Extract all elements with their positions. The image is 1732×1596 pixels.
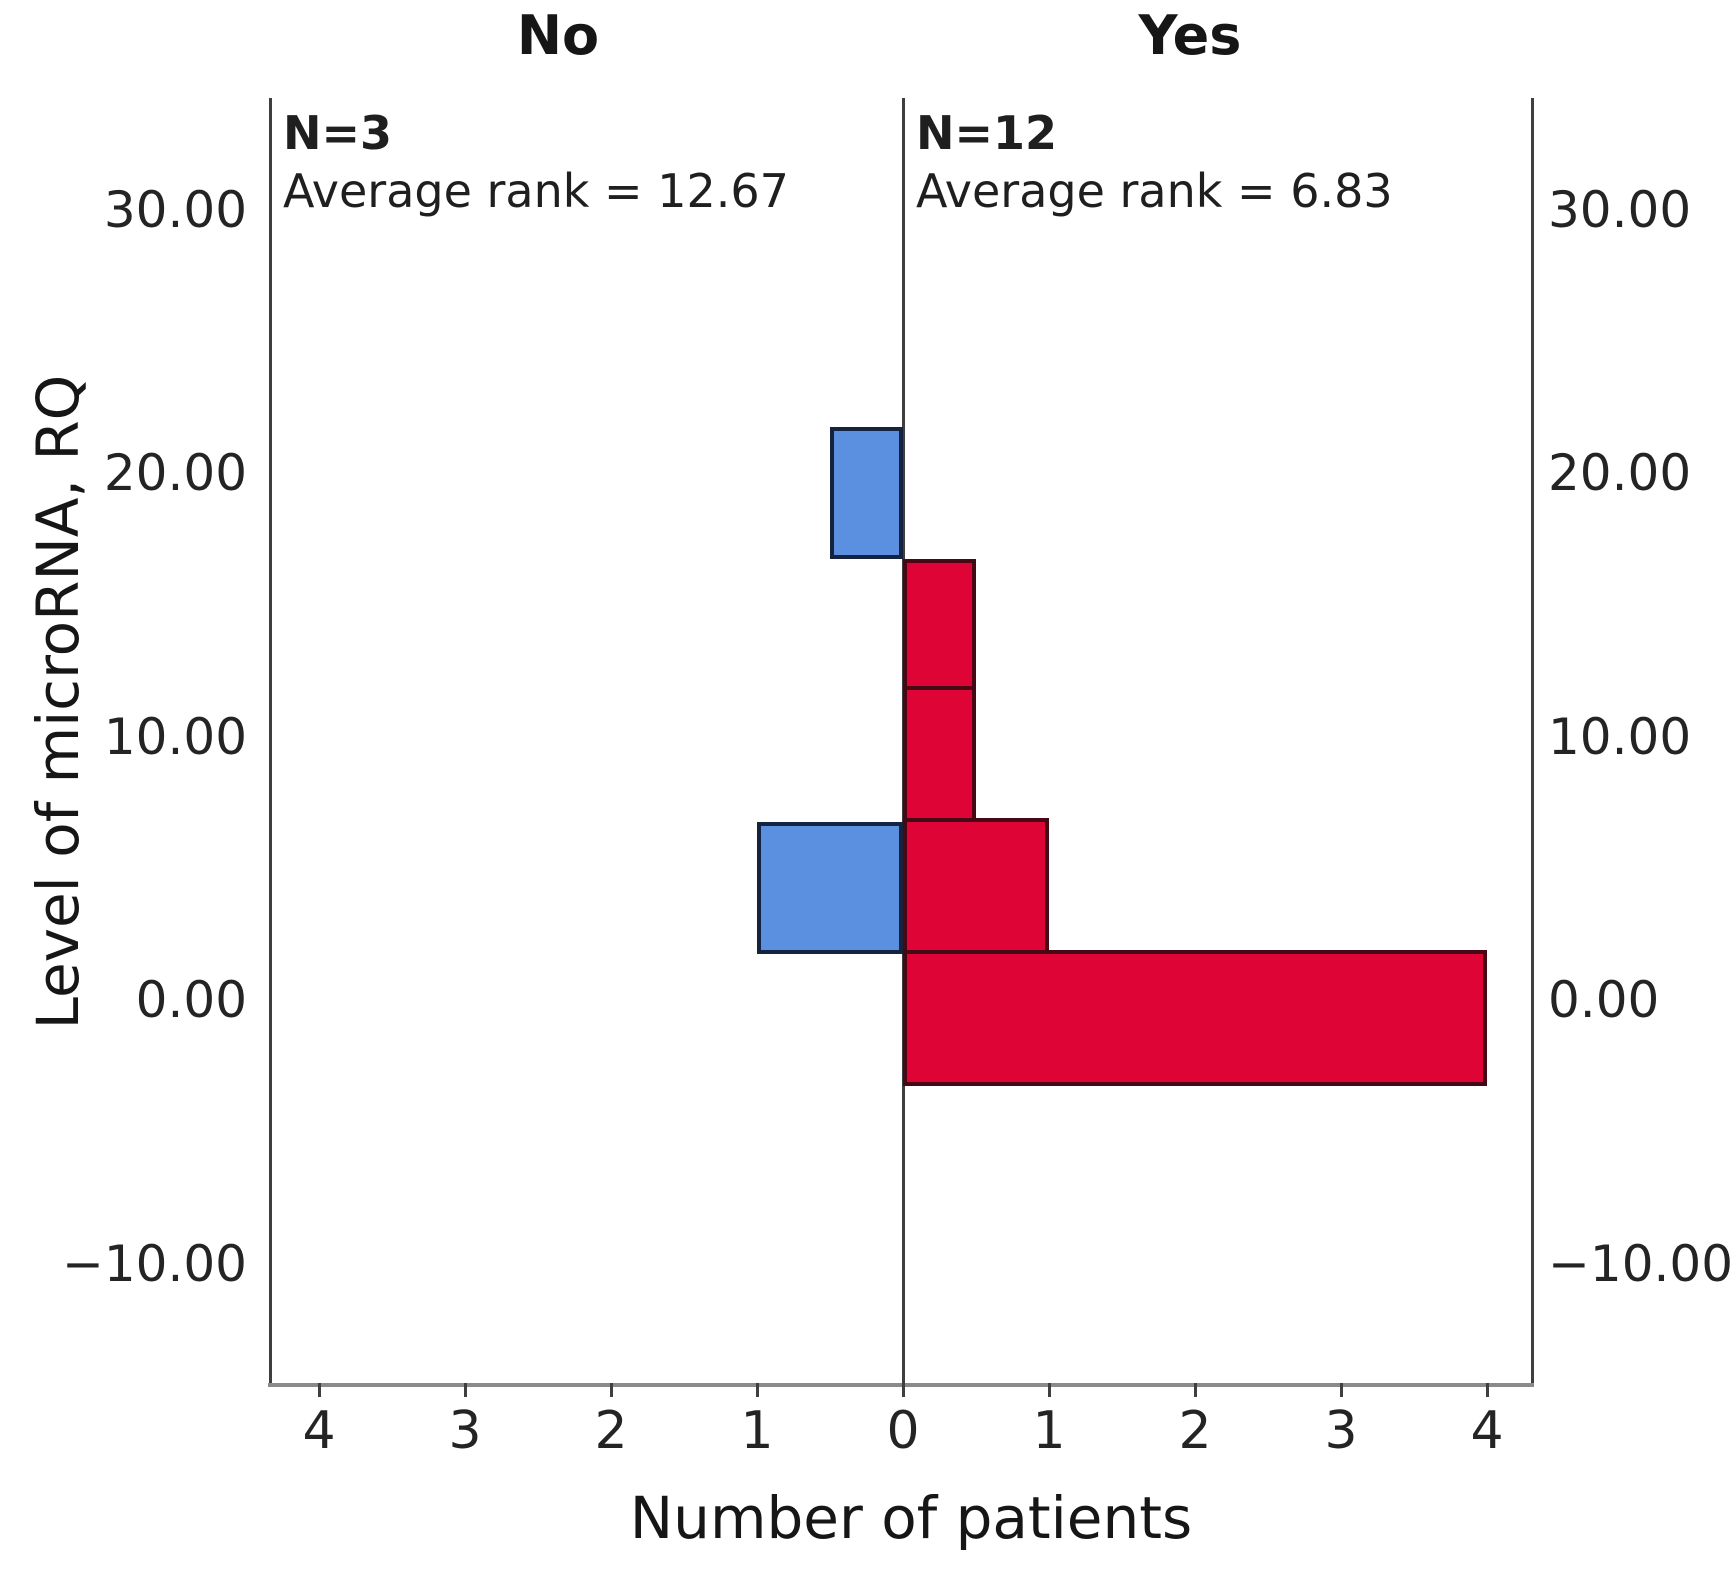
y-axis-tick-label-right: −10.00 <box>1548 1234 1732 1293</box>
y-axis-title: Level of microRNA, RQ <box>24 374 92 1030</box>
histogram-bar-yes-0 <box>903 558 976 691</box>
y-axis-tick-label-left: 30.00 <box>103 180 247 239</box>
y-axis-tick-label-left: 20.00 <box>103 444 247 502</box>
x-axis-title: Number of patients <box>629 1484 1193 1552</box>
x-axis-tick <box>609 1383 613 1397</box>
x-axis-tick <box>1047 1383 1051 1397</box>
x-axis-tick <box>463 1383 467 1397</box>
y-axis-tick-label-right: 30.00 <box>1548 180 1692 239</box>
x-axis-tick-label: 4 <box>302 1401 336 1461</box>
y-axis-tick-label-right: 0.00 <box>1548 971 1660 1029</box>
x-axis-tick <box>901 1383 905 1397</box>
x-axis-tick-label: 2 <box>1178 1401 1212 1461</box>
x-axis-tick <box>1193 1383 1197 1397</box>
x-axis-line <box>268 1383 1534 1387</box>
histogram-bar-no-1 <box>757 822 903 954</box>
y-axis-tick-label-left: −10.00 <box>61 1234 247 1293</box>
x-axis-tick-label: 3 <box>448 1401 482 1461</box>
panel-header-no: No <box>516 4 600 67</box>
panel-stats-no: N=3 Average rank = 12.67 <box>283 104 789 220</box>
average-rank-no: Average rank = 12.67 <box>283 164 789 218</box>
x-axis-tick <box>755 1383 759 1397</box>
x-axis-tick-label: 4 <box>1470 1401 1504 1461</box>
x-axis-tick-label: 1 <box>740 1401 774 1461</box>
average-rank-yes: Average rank = 6.83 <box>916 164 1393 218</box>
histogram-bar-yes-1 <box>903 686 976 823</box>
x-axis-tick-label: 3 <box>1324 1401 1358 1461</box>
histogram-bar-yes-2 <box>903 818 1049 954</box>
y-axis-line-right <box>1530 98 1534 1383</box>
x-axis-tick <box>1339 1383 1343 1397</box>
n-count-no: N=3 <box>283 106 393 160</box>
y-axis-tick-label-left: 0.00 <box>135 971 247 1029</box>
histogram-bar-yes-3 <box>903 949 1487 1086</box>
y-axis-tick-label-right: 10.00 <box>1548 707 1692 766</box>
x-axis-tick <box>1485 1383 1489 1397</box>
y-axis-line-left <box>268 98 272 1383</box>
x-axis-tick-label: 1 <box>1032 1401 1066 1461</box>
x-axis-tick-label: 0 <box>886 1401 920 1461</box>
panel-header-yes: Yes <box>1138 4 1242 67</box>
x-axis-tick <box>317 1383 321 1397</box>
x-axis-tick-label: 2 <box>594 1401 628 1461</box>
histogram-bar-no-0 <box>830 426 903 559</box>
n-count-yes: N=12 <box>916 106 1058 160</box>
y-axis-tick-label-right: 20.00 <box>1548 444 1692 502</box>
y-axis-tick-label-left: 10.00 <box>103 707 247 766</box>
panel-stats-yes: N=12 Average rank = 6.83 <box>916 104 1393 220</box>
